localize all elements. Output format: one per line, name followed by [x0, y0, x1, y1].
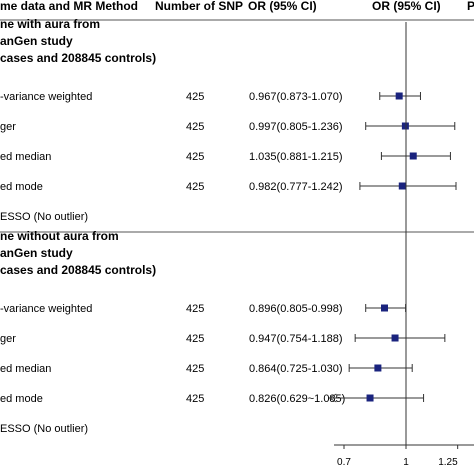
header-method: me data and MR Method — [0, 0, 138, 13]
row-nsnp: 425 — [186, 303, 204, 315]
row-method: ed median — [0, 151, 51, 163]
point-estimate — [391, 334, 399, 342]
ci-arrow-left — [329, 393, 337, 403]
row-or-ci: 0.967(0.873-1.070) — [249, 91, 343, 103]
point-estimate — [401, 122, 409, 130]
header-or-ci-plot: OR (95% CI) — [372, 0, 441, 13]
plot-marks — [329, 22, 457, 445]
table-rows: ne with aura from anGen study cases and 20… — [0, 17, 345, 435]
point-estimate — [395, 92, 403, 100]
row-method: ESSO (No outlier) — [0, 211, 88, 223]
row-nsnp: 425 — [186, 181, 204, 193]
row-method: ed mode — [0, 393, 43, 405]
group-title-line: anGen study — [0, 34, 73, 48]
row-method: ger — [0, 333, 16, 345]
row-method: ed mode — [0, 181, 43, 193]
header-number-of-snp: Number of SNP — [155, 0, 243, 13]
row-or-ci: 0.982(0.777-1.242) — [249, 181, 343, 193]
point-estimate — [381, 304, 389, 312]
row-or-ci: 0.997(0.805-1.236) — [249, 121, 343, 133]
table-header: me data and MR Method Number of SNP OR (… — [0, 0, 474, 13]
group-title-line: anGen study — [0, 246, 73, 260]
row-nsnp: 425 — [186, 363, 204, 375]
group-title-line: cases and 208845 controls) — [0, 51, 156, 65]
row-method: ger — [0, 121, 16, 133]
row-or-ci: 0.826(0.629~1.085) — [249, 393, 345, 405]
row-or-ci: 0.864(0.725-1.030) — [249, 363, 343, 375]
row-or-ci: 0.896(0.805-0.998) — [249, 303, 343, 315]
point-estimate — [366, 394, 374, 402]
row-method: -variance weighted — [0, 303, 92, 315]
row-method: ESSO (No outlier) — [0, 423, 88, 435]
row-nsnp: 425 — [186, 393, 204, 405]
point-estimate — [398, 182, 406, 190]
row-nsnp: 425 — [186, 333, 204, 345]
group-title-line: cases and 208845 controls) — [0, 263, 156, 277]
header-p-value: P — [467, 0, 474, 13]
row-method: -variance weighted — [0, 91, 92, 103]
x-tick-label: 1 — [403, 457, 409, 468]
row-nsnp: 425 — [186, 121, 204, 133]
row-nsnp: 425 — [186, 151, 204, 163]
group-title-line: ne with aura from — [0, 17, 100, 31]
point-estimate — [374, 364, 382, 372]
x-tick-label: 1.25 — [438, 457, 458, 468]
point-estimate — [409, 152, 417, 160]
header-or-ci: OR (95% CI) — [248, 0, 317, 13]
row-or-ci: 1.035(0.881-1.215) — [249, 151, 343, 163]
group-title-line: ne without aura from — [0, 229, 119, 243]
row-method: ed median — [0, 363, 51, 375]
x-axis: 0.7 1 1.25 — [334, 444, 474, 468]
row-or-ci: 0.947(0.754-1.188) — [249, 333, 343, 345]
x-tick-label: 0.7 — [337, 457, 351, 468]
row-nsnp: 425 — [186, 91, 204, 103]
